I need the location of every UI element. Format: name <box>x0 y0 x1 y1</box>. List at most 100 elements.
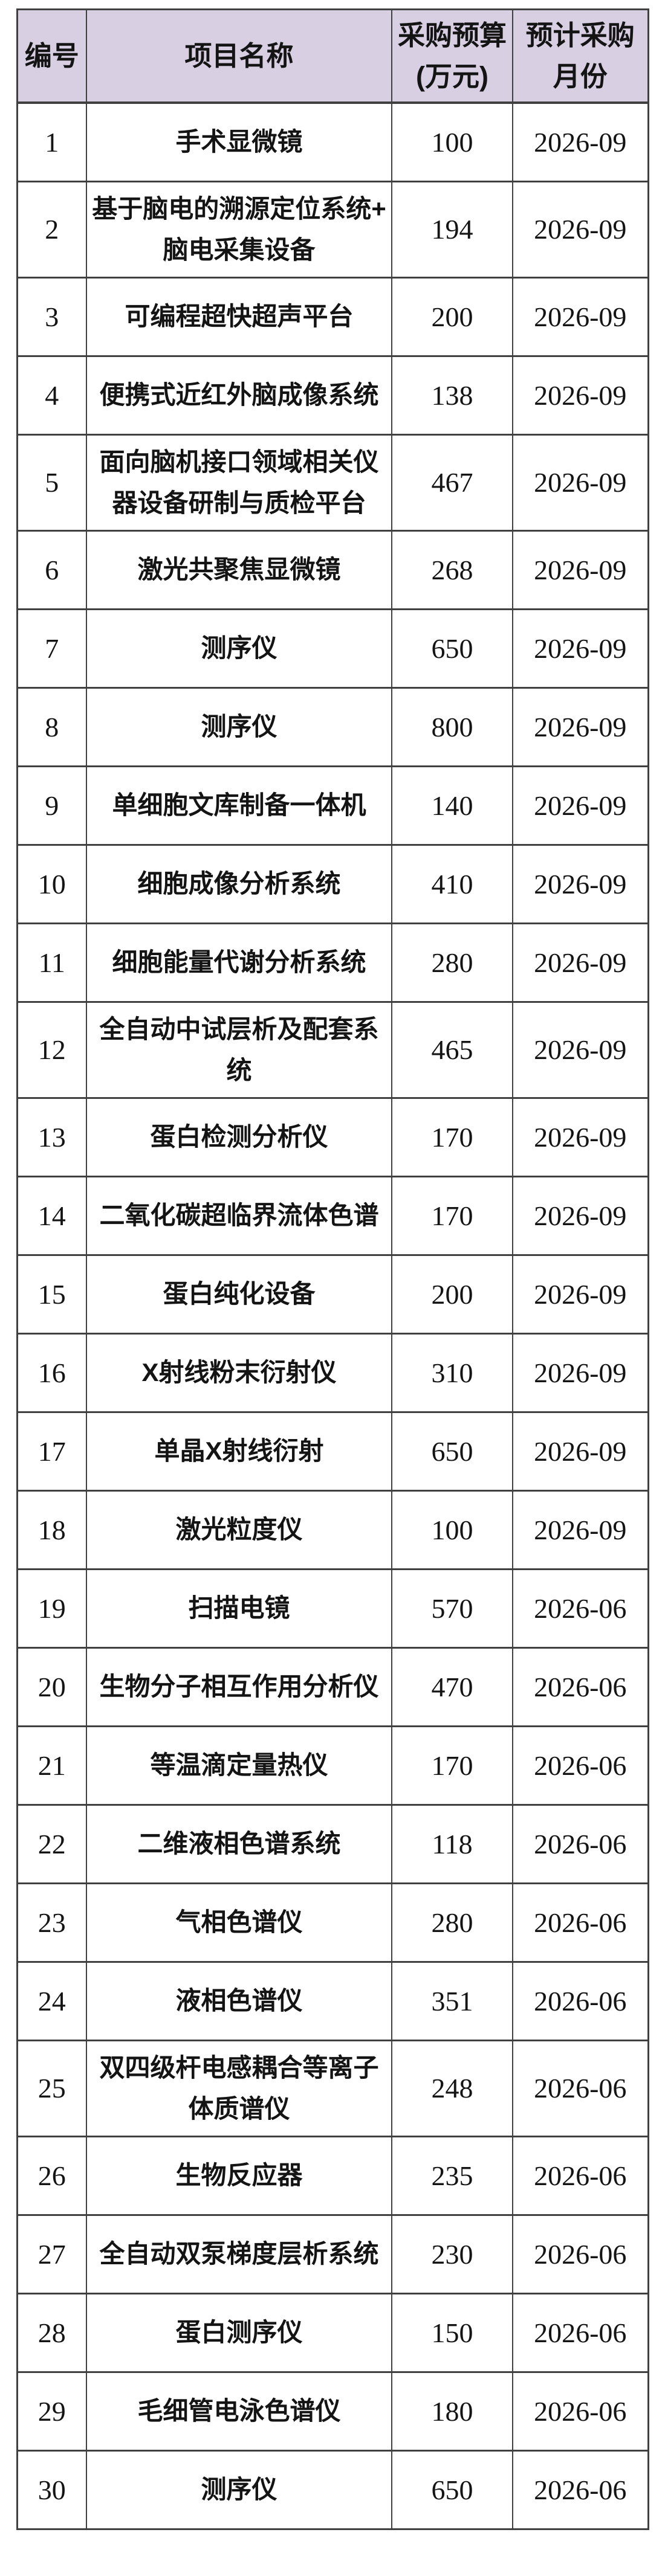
budget-cell: 410 <box>391 843 513 924</box>
budget-cell: 150 <box>391 2292 513 2373</box>
table-row: 15 蛋白纯化设备 200 2026-09 <box>16 1254 649 1335</box>
row-number-cell: 6 <box>16 529 87 610</box>
month-cell: 2026-06 <box>512 1803 649 1884</box>
budget-cell: 200 <box>391 276 513 357</box>
table-row: 29 毛细管电泳色谱仪 180 2026-06 <box>16 2371 649 2452</box>
project-name-cell: 全自动双泵梯度层析系统 <box>86 2214 392 2294</box>
table-row: 20 生物分子相互作用分析仪 470 2026-06 <box>16 1646 649 1727</box>
budget-cell: 467 <box>391 433 513 532</box>
budget-cell: 570 <box>391 1568 513 1649</box>
project-name-cell: 蛋白检测分析仪 <box>86 1096 392 1177</box>
row-number-cell: 18 <box>16 1489 87 1570</box>
project-name-cell: 二氧化碳超临界流体色谱 <box>86 1175 392 1256</box>
row-number-cell: 24 <box>16 1960 87 2041</box>
budget-cell: 280 <box>391 922 513 1003</box>
project-name-cell: 激光共聚焦显微镜 <box>86 529 392 610</box>
budget-cell: 180 <box>391 2371 513 2452</box>
row-number-cell: 22 <box>16 1803 87 1884</box>
month-cell: 2026-09 <box>512 1489 649 1570</box>
row-number-cell: 3 <box>16 276 87 357</box>
project-name-cell: 生物反应器 <box>86 2135 392 2216</box>
table-row: 19 扫描电镜 570 2026-06 <box>16 1568 649 1649</box>
project-name-cell: 气相色谱仪 <box>86 1882 392 1963</box>
table-row: 13 蛋白检测分析仪 170 2026-09 <box>16 1096 649 1177</box>
budget-cell: 118 <box>391 1803 513 1884</box>
table-header-row: 编号 项目名称 采购预算 (万元) 预计采购 月份 <box>16 8 649 104</box>
project-name-cell: 等温滴定量热仪 <box>86 1725 392 1806</box>
row-number-cell: 12 <box>16 1000 87 1099</box>
table-row: 23 气相色谱仪 280 2026-06 <box>16 1882 649 1963</box>
row-number-cell: 30 <box>16 2449 87 2530</box>
month-cell: 2026-06 <box>512 1646 649 1727</box>
month-cell: 2026-09 <box>512 180 649 279</box>
project-name-cell: 生物分子相互作用分析仪 <box>86 1646 392 1727</box>
project-name-cell: 测序仪 <box>86 2449 392 2530</box>
project-name-cell: 单晶X射线衍射 <box>86 1411 392 1492</box>
header-cell-budget: 采购预算 (万元) <box>391 8 513 104</box>
project-name-cell: 细胞能量代谢分析系统 <box>86 922 392 1003</box>
month-cell: 2026-09 <box>512 1000 649 1099</box>
month-cell: 2026-09 <box>512 765 649 846</box>
row-number-cell: 27 <box>16 2214 87 2294</box>
row-number-cell: 19 <box>16 1568 87 1649</box>
budget-cell: 800 <box>391 686 513 767</box>
table-row: 5 面向脑机接口领域相关仪 器设备研制与质检平台 467 2026-09 <box>16 433 649 532</box>
month-cell: 2026-06 <box>512 2371 649 2452</box>
table-header: 编号 项目名称 采购预算 (万元) 预计采购 月份 <box>16 8 649 104</box>
project-name-cell: 扫描电镜 <box>86 1568 392 1649</box>
row-number-cell: 4 <box>16 355 87 436</box>
budget-cell: 280 <box>391 1882 513 1963</box>
project-name-cell: 便携式近红外脑成像系统 <box>86 355 392 436</box>
month-cell: 2026-09 <box>512 1096 649 1177</box>
table-row: 4 便携式近红外脑成像系统 138 2026-09 <box>16 355 649 436</box>
row-number-cell: 5 <box>16 433 87 532</box>
row-number-cell: 20 <box>16 1646 87 1727</box>
table-row: 11 细胞能量代谢分析系统 280 2026-09 <box>16 922 649 1003</box>
row-number-cell: 1 <box>16 101 87 182</box>
row-number-cell: 25 <box>16 2039 87 2137</box>
budget-cell: 170 <box>391 1096 513 1177</box>
project-name-cell: 手术显微镜 <box>86 101 392 182</box>
row-number-cell: 17 <box>16 1411 87 1492</box>
month-cell: 2026-06 <box>512 2039 649 2137</box>
table-row: 12 全自动中试层析及配套系 统 465 2026-09 <box>16 1000 649 1099</box>
row-number-cell: 13 <box>16 1096 87 1177</box>
table-row: 14 二氧化碳超临界流体色谱 170 2026-09 <box>16 1175 649 1256</box>
project-name-cell: 测序仪 <box>86 686 392 767</box>
table-row: 25 双四级杆电感耦合等离子 体质谱仪 248 2026-06 <box>16 2039 649 2137</box>
row-number-cell: 10 <box>16 843 87 924</box>
project-name-cell: 面向脑机接口领域相关仪 器设备研制与质检平台 <box>86 433 392 532</box>
budget-cell: 235 <box>391 2135 513 2216</box>
month-cell: 2026-06 <box>512 2214 649 2294</box>
month-cell: 2026-06 <box>512 1725 649 1806</box>
month-cell: 2026-06 <box>512 1960 649 2041</box>
table-row: 27 全自动双泵梯度层析系统 230 2026-06 <box>16 2214 649 2294</box>
budget-cell: 248 <box>391 2039 513 2137</box>
header-cell-month: 预计采购 月份 <box>512 8 649 104</box>
table-row: 22 二维液相色谱系统 118 2026-06 <box>16 1803 649 1884</box>
month-cell: 2026-09 <box>512 686 649 767</box>
project-name-cell: 细胞成像分析系统 <box>86 843 392 924</box>
row-number-cell: 26 <box>16 2135 87 2216</box>
table-row: 30 测序仪 650 2026-06 <box>16 2449 649 2530</box>
table-row: 3 可编程超快超声平台 200 2026-09 <box>16 276 649 357</box>
month-cell: 2026-09 <box>512 1175 649 1256</box>
project-name-cell: 激光粒度仪 <box>86 1489 392 1570</box>
header-cell-number: 编号 <box>16 8 87 104</box>
month-cell: 2026-06 <box>512 2449 649 2530</box>
table-row: 8 测序仪 800 2026-09 <box>16 686 649 767</box>
row-number-cell: 11 <box>16 922 87 1003</box>
budget-cell: 650 <box>391 2449 513 2530</box>
row-number-cell: 9 <box>16 765 87 846</box>
budget-cell: 170 <box>391 1725 513 1806</box>
budget-cell: 310 <box>391 1332 513 1413</box>
budget-cell: 230 <box>391 2214 513 2294</box>
table-row: 21 等温滴定量热仪 170 2026-06 <box>16 1725 649 1806</box>
month-cell: 2026-09 <box>512 355 649 436</box>
row-number-cell: 15 <box>16 1254 87 1335</box>
month-cell: 2026-09 <box>512 922 649 1003</box>
table-row: 10 细胞成像分析系统 410 2026-09 <box>16 843 649 924</box>
table-row: 9 单细胞文库制备一体机 140 2026-09 <box>16 765 649 846</box>
